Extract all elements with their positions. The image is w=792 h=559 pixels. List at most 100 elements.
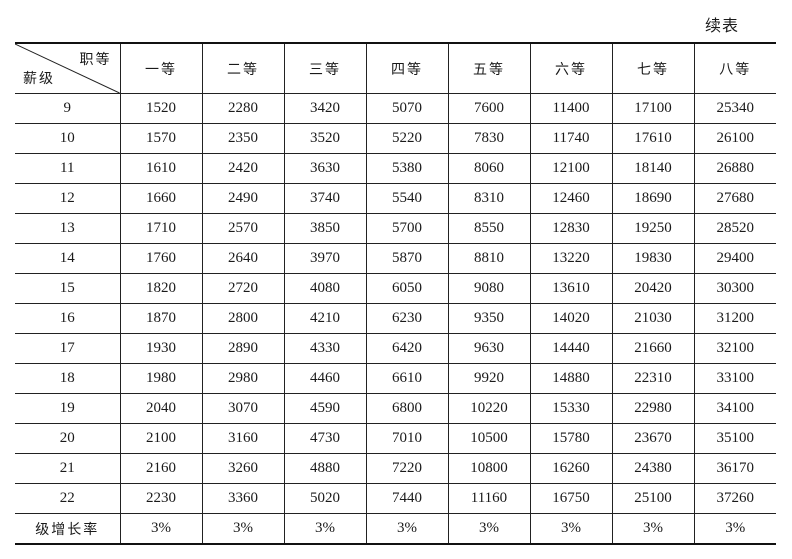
salary-value-cell: 14440 xyxy=(529,333,613,364)
diagonal-divider xyxy=(15,44,120,93)
salary-level-cell: 9 xyxy=(15,93,121,124)
salary-level-cell: 16 xyxy=(15,303,121,334)
column-header: 五等 xyxy=(447,42,531,94)
salary-value-cell: 1930 xyxy=(119,333,203,364)
salary-value-cell: 6420 xyxy=(365,333,449,364)
salary-value-cell: 2420 xyxy=(201,153,285,184)
table-row: 20 2100 3160 4730 7010 10500 15780 23670 35100 xyxy=(15,423,776,454)
salary-value-cell: 2890 xyxy=(201,333,285,364)
salary-value-cell: 11160 xyxy=(447,483,531,514)
growth-rate-cell: 3% xyxy=(611,513,695,545)
salary-value-cell: 4880 xyxy=(283,453,367,484)
salary-value-cell: 5220 xyxy=(365,123,449,154)
growth-rate-cell: 3% xyxy=(119,513,203,545)
salary-value-cell: 5070 xyxy=(365,93,449,124)
salary-value-cell: 27680 xyxy=(693,183,776,214)
salary-value-cell: 11400 xyxy=(529,93,613,124)
growth-rate-row: 级增长率 3% 3% 3% 3% 3% 3% 3% 3% xyxy=(15,513,776,545)
column-header: 四等 xyxy=(365,42,449,94)
salary-value-cell: 2640 xyxy=(201,243,285,274)
salary-level-cell: 22 xyxy=(15,483,121,514)
salary-value-cell: 1570 xyxy=(119,123,203,154)
salary-value-cell: 17100 xyxy=(611,93,695,124)
salary-value-cell: 32100 xyxy=(693,333,776,364)
column-header: 八等 xyxy=(693,42,776,94)
salary-value-cell: 10220 xyxy=(447,393,531,424)
salary-value-cell: 9630 xyxy=(447,333,531,364)
table-row: 17 1930 2890 4330 6420 9630 14440 21660 32100 xyxy=(15,333,776,364)
table-row: 14 1760 2640 3970 5870 8810 13220 19830 29400 xyxy=(15,243,776,274)
salary-value-cell: 37260 xyxy=(693,483,776,514)
salary-level-cell: 14 xyxy=(15,243,121,274)
salary-value-cell: 17610 xyxy=(611,123,695,154)
salary-level-cell: 18 xyxy=(15,363,121,394)
table-row: 19 2040 3070 4590 6800 10220 15330 22980 34100 xyxy=(15,393,776,424)
salary-value-cell: 1520 xyxy=(119,93,203,124)
table-row: 12 1660 2490 3740 5540 8310 12460 18690 27680 xyxy=(15,183,776,214)
salary-value-cell: 3420 xyxy=(283,93,367,124)
salary-value-cell: 7830 xyxy=(447,123,531,154)
salary-value-cell: 6610 xyxy=(365,363,449,394)
table-row: 11 1610 2420 3630 5380 8060 12100 18140 26880 xyxy=(15,153,776,184)
salary-value-cell: 4730 xyxy=(283,423,367,454)
salary-value-cell: 26880 xyxy=(693,153,776,184)
salary-value-cell: 22310 xyxy=(611,363,695,394)
salary-value-cell: 25100 xyxy=(611,483,695,514)
salary-value-cell: 15330 xyxy=(529,393,613,424)
salary-value-cell: 2230 xyxy=(119,483,203,514)
salary-level-cell: 20 xyxy=(15,423,121,454)
salary-value-cell: 26100 xyxy=(693,123,776,154)
salary-value-cell: 10800 xyxy=(447,453,531,484)
salary-value-cell: 14020 xyxy=(529,303,613,334)
salary-value-cell: 2570 xyxy=(201,213,285,244)
salary-value-cell: 3260 xyxy=(201,453,285,484)
salary-value-cell: 18690 xyxy=(611,183,695,214)
salary-value-cell: 3850 xyxy=(283,213,367,244)
salary-value-cell: 9080 xyxy=(447,273,531,304)
salary-level-cell: 17 xyxy=(15,333,121,364)
corner-header-cell: 职等 薪级 xyxy=(15,42,121,94)
column-header: 三等 xyxy=(283,42,367,94)
salary-value-cell: 7010 xyxy=(365,423,449,454)
salary-value-cell: 21030 xyxy=(611,303,695,334)
salary-value-cell: 6050 xyxy=(365,273,449,304)
salary-value-cell: 2490 xyxy=(201,183,285,214)
salary-value-cell: 34100 xyxy=(693,393,776,424)
salary-value-cell: 3070 xyxy=(201,393,285,424)
salary-level-cell: 19 xyxy=(15,393,121,424)
salary-value-cell: 15780 xyxy=(529,423,613,454)
salary-value-cell: 16750 xyxy=(529,483,613,514)
salary-value-cell: 22980 xyxy=(611,393,695,424)
salary-value-cell: 30300 xyxy=(693,273,776,304)
salary-value-cell: 1760 xyxy=(119,243,203,274)
table-row: 16 1870 2800 4210 6230 9350 14020 21030 31200 xyxy=(15,303,776,334)
salary-value-cell: 8810 xyxy=(447,243,531,274)
salary-value-cell: 9350 xyxy=(447,303,531,334)
table-row: 9 1520 2280 3420 5070 7600 11400 17100 25340 xyxy=(15,93,776,124)
salary-value-cell: 35100 xyxy=(693,423,776,454)
salary-value-cell: 1980 xyxy=(119,363,203,394)
table-row: 18 1980 2980 4460 6610 9920 14880 22310 33100 xyxy=(15,363,776,394)
salary-value-cell: 3360 xyxy=(201,483,285,514)
salary-value-cell: 21660 xyxy=(611,333,695,364)
salary-value-cell: 7220 xyxy=(365,453,449,484)
salary-value-cell: 2350 xyxy=(201,123,285,154)
salary-value-cell: 1820 xyxy=(119,273,203,304)
salary-value-cell: 13610 xyxy=(529,273,613,304)
salary-value-cell: 12100 xyxy=(529,153,613,184)
salary-level-cell: 12 xyxy=(15,183,121,214)
salary-value-cell: 9920 xyxy=(447,363,531,394)
salary-value-cell: 3740 xyxy=(283,183,367,214)
salary-value-cell: 5020 xyxy=(283,483,367,514)
salary-value-cell: 4590 xyxy=(283,393,367,424)
growth-rate-cell: 3% xyxy=(283,513,367,545)
salary-value-cell: 4330 xyxy=(283,333,367,364)
salary-value-cell: 2040 xyxy=(119,393,203,424)
salary-value-cell: 19830 xyxy=(611,243,695,274)
salary-value-cell: 19250 xyxy=(611,213,695,244)
salary-value-cell: 4080 xyxy=(283,273,367,304)
salary-value-cell: 5540 xyxy=(365,183,449,214)
salary-value-cell: 13220 xyxy=(529,243,613,274)
salary-value-cell: 36170 xyxy=(693,453,776,484)
salary-value-cell: 14880 xyxy=(529,363,613,394)
